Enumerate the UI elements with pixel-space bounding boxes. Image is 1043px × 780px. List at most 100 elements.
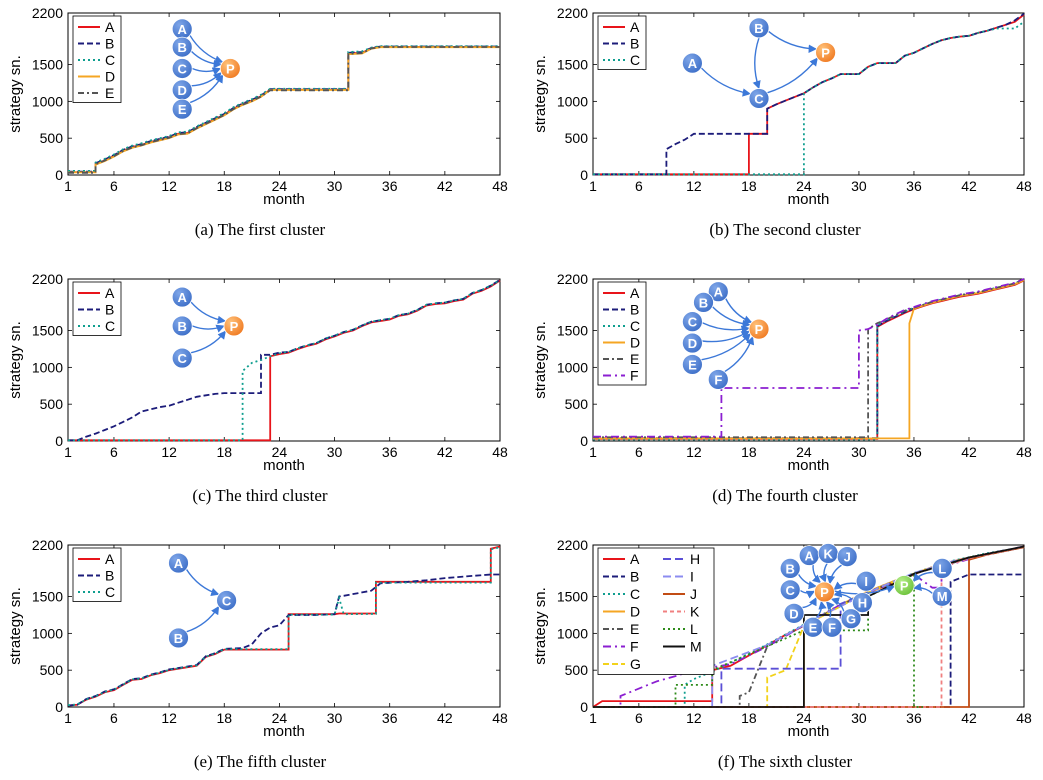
legend-label-E: E <box>630 351 639 367</box>
graph-edge <box>189 34 224 64</box>
graph-edge <box>912 571 934 583</box>
graph-node-P2 <box>893 575 915 596</box>
graph-node-label: E <box>178 102 187 117</box>
y-tick-label: 1000 <box>32 625 63 641</box>
x-tick-label: 30 <box>851 710 867 726</box>
graph-edge <box>799 589 816 599</box>
graph-node-F <box>707 369 729 390</box>
y-tick-label: 1000 <box>32 93 63 109</box>
graph-node-L <box>931 558 953 579</box>
x-tick-label: 24 <box>796 444 812 460</box>
y-tick-label: 0 <box>55 433 63 449</box>
graph-node-label: F <box>714 372 722 387</box>
series-line-D <box>68 46 500 174</box>
x-tick-label: 30 <box>327 710 343 726</box>
series-line-C <box>593 278 1025 441</box>
x-tick-label: 6 <box>635 444 643 460</box>
graph-node-C <box>171 347 193 369</box>
graph-node-P <box>223 315 245 337</box>
graph-edge <box>766 57 818 94</box>
y-tick-label: 2200 <box>557 5 588 21</box>
x-tick-label: 1 <box>64 178 72 194</box>
graph-node-label: C <box>178 351 188 366</box>
x-tick-label: 18 <box>741 178 757 194</box>
x-tick-label: 18 <box>741 710 757 726</box>
y-tick-label: 500 <box>565 396 589 412</box>
graph-edge <box>189 74 224 104</box>
chart-panel-2: 1 6 12 18 24 30 36 42 48 0 500 1000 1500 2200 month str… <box>532 5 1032 239</box>
legend-label-B: B <box>105 568 114 584</box>
subfigure-caption: (e) The fifth cluster <box>194 752 327 771</box>
y-tick-label: 500 <box>565 130 589 146</box>
graph-node-label: A <box>714 285 724 300</box>
graph-node-label: B <box>786 561 795 576</box>
graph-node-label: E <box>809 620 818 635</box>
chart-panel-6: 1 6 12 18 24 30 36 42 48 0 500 1000 1500 2200 month str… <box>532 537 1032 771</box>
y-tick-label: 0 <box>55 699 63 715</box>
series-line-B <box>593 12 1025 176</box>
graph-node-label: P <box>820 585 829 600</box>
plot-frame <box>67 278 501 442</box>
graph-node-A <box>171 286 193 308</box>
graph-edge <box>190 330 227 354</box>
graph-node-label: A <box>688 56 698 71</box>
graph-node-label: M <box>937 589 948 604</box>
graph-node-label: P <box>755 322 764 337</box>
legend-label-C: C <box>105 318 115 334</box>
legend-label-H: H <box>690 551 700 567</box>
subfigure-caption: (a) The first cluster <box>195 220 326 239</box>
graph-edge <box>190 301 227 325</box>
y-tick-label: 0 <box>580 699 588 715</box>
graph-node-P <box>814 581 835 603</box>
graph-node-E <box>682 354 703 375</box>
y-tick-label: 1500 <box>32 589 63 605</box>
chart-panel-1: 1 6 12 18 24 30 36 42 48 0 500 1000 1500 2200 month str… <box>7 5 508 239</box>
legend-label-B: B <box>105 302 114 318</box>
legend-box <box>72 15 122 103</box>
series-line-A <box>593 13 1025 176</box>
y-axis-label: strategy sn. <box>7 321 24 399</box>
x-tick-label: 48 <box>492 444 508 460</box>
legend-label-A: A <box>105 285 115 301</box>
x-tick-label: 30 <box>327 444 343 460</box>
series-line-C <box>68 45 500 172</box>
graph-node-label: P <box>821 45 830 60</box>
graph-node-label: P <box>226 62 235 77</box>
y-axis-label: strategy sn. <box>7 587 24 665</box>
x-tick-label: 36 <box>906 178 922 194</box>
x-tick-label: 30 <box>851 178 867 194</box>
graph-node-B <box>748 17 770 39</box>
graph-edge <box>818 563 828 583</box>
series-line-D <box>593 279 1025 440</box>
x-tick-label: 48 <box>1016 710 1032 726</box>
graph-edge <box>700 67 752 97</box>
y-tick-label: 500 <box>40 396 64 412</box>
graph-node-C <box>682 311 703 333</box>
graph-edge <box>752 37 761 90</box>
legend-label-K: K <box>690 604 700 620</box>
graph-edge <box>190 50 223 69</box>
legend-label-F: F <box>630 639 639 655</box>
x-tick-label: 12 <box>161 444 177 460</box>
y-tick-label: 1000 <box>32 359 63 375</box>
graph-node-label: C <box>754 91 764 106</box>
graph-node-label: B <box>174 631 183 646</box>
legend-label-E: E <box>105 85 114 101</box>
graph-node-D <box>682 332 703 354</box>
graph-edge <box>826 564 843 585</box>
graph-node-label: B <box>178 40 187 55</box>
graph-node-B <box>168 627 189 649</box>
graph-node-A <box>168 552 189 574</box>
graph-edge <box>815 600 827 619</box>
subfigure-caption: (d) The fourth cluster <box>712 486 858 505</box>
x-tick-label: 6 <box>110 444 118 460</box>
legend-label-A: A <box>105 551 115 567</box>
legend-label-C: C <box>630 52 640 68</box>
graph-node-label: A <box>174 556 184 571</box>
x-tick-label: 42 <box>961 444 977 460</box>
graph-node-label: D <box>789 606 798 621</box>
y-tick-label: 0 <box>580 433 588 449</box>
y-tick-label: 500 <box>565 662 589 678</box>
graph-edge <box>797 573 818 590</box>
graph-node-B <box>779 558 801 579</box>
